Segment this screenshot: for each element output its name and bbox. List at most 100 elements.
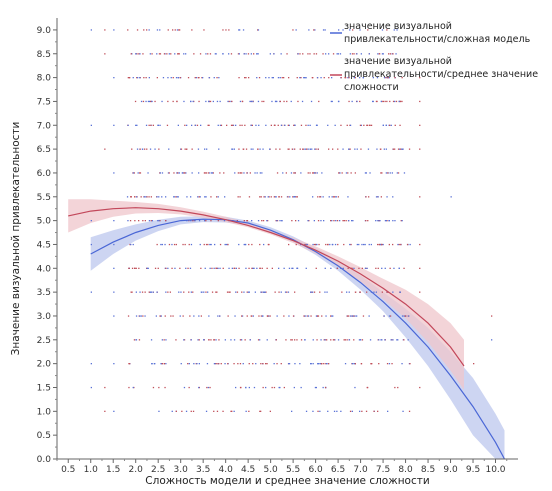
scatter-point [204, 148, 206, 150]
scatter-point [314, 386, 317, 389]
scatter-point [280, 124, 283, 126]
scatter-point [389, 124, 391, 126]
scatter-point [396, 172, 398, 174]
scatter-point [265, 363, 267, 365]
scatter-point [388, 363, 391, 365]
scatter-point [381, 339, 383, 341]
scatter-point [285, 172, 287, 174]
scatter-point [215, 291, 217, 293]
scatter-point [319, 410, 321, 412]
scatter-point [231, 148, 233, 150]
scatter-point [143, 77, 145, 79]
x-tick-label: 3.5 [196, 465, 210, 475]
scatter-point [361, 410, 363, 412]
scatter-point [356, 148, 358, 150]
scatter-point [373, 410, 375, 412]
scatter-point [325, 243, 327, 246]
scatter-point [176, 100, 178, 103]
scatter-point [342, 267, 344, 269]
scatter-point [313, 291, 316, 293]
scatter-point [185, 53, 187, 55]
scatter-point [230, 124, 233, 126]
scatter-point [226, 124, 228, 126]
scatter-point [381, 172, 383, 174]
scatter-point [349, 29, 351, 31]
scatter-point [90, 29, 92, 31]
scatter-point [419, 196, 421, 198]
scatter-point [264, 291, 266, 293]
scatter-point [244, 77, 246, 79]
axes: 0.5 1.0 1.5 2.0 2.5 3.0 3.5 4.0 4.5 5.0 5.5 6.0 6.5 7… [37, 18, 518, 475]
scatter-point [345, 77, 347, 79]
scatter-point [138, 172, 141, 174]
scatter-point [285, 339, 287, 341]
scatter-point [209, 100, 212, 103]
scatter-point [378, 53, 380, 55]
scatter-point [343, 220, 345, 222]
scatter-point [261, 267, 263, 269]
scatter-point [385, 77, 387, 79]
scatter-point [241, 315, 243, 317]
scatter-point [369, 172, 371, 174]
scatter-point [165, 363, 167, 365]
scatter-point [259, 243, 261, 246]
scatter-point [355, 291, 357, 293]
y-tick-label: 2.0 [37, 360, 52, 370]
scatter-point [217, 220, 219, 222]
scatter-point [321, 315, 323, 317]
scatter-point [276, 315, 278, 317]
scatter-point [161, 339, 163, 341]
scatter-point [338, 29, 340, 31]
legend-label-mean-complexity-line3: сложности [344, 82, 399, 93]
scatter-point [201, 77, 203, 79]
x-tick-label: 8.0 [398, 465, 413, 475]
scatter-point [307, 315, 309, 317]
scatter-point [187, 77, 190, 79]
scatter-point [278, 267, 280, 269]
scatter-point [238, 267, 240, 269]
scatter-point [304, 339, 306, 341]
scatter-point [341, 291, 343, 293]
scatter-point [279, 100, 281, 103]
scatter-point [224, 196, 226, 198]
scatter-point [175, 196, 177, 198]
scatter-point [223, 220, 226, 222]
scatter-point [338, 172, 340, 174]
scatter-point [300, 386, 302, 389]
scatter-point [299, 77, 301, 79]
scatter-point [403, 315, 405, 317]
scatter-point [143, 29, 145, 31]
scatter-point [190, 196, 192, 198]
scatter-point [332, 196, 335, 198]
x-axis-title: Сложность модели и среднее значение слож… [145, 475, 429, 487]
scatter-point [331, 100, 333, 103]
scatter-point [365, 410, 368, 412]
scatter-point [364, 267, 367, 269]
scatter-point [266, 363, 268, 365]
legend-label-mean-complexity-line2: привлекательности/среднее значение [344, 69, 538, 80]
scatter-point [170, 315, 172, 317]
y-tick-label: 2.5 [37, 336, 51, 346]
scatter-point [172, 315, 174, 317]
scatter-point [367, 220, 369, 222]
scatter-point [402, 410, 404, 412]
scatter-point [175, 410, 177, 412]
scatter-point [190, 220, 192, 222]
scatter-point [219, 243, 222, 246]
scatter-point [354, 77, 356, 79]
scatter-point [187, 267, 189, 269]
scatter-point [399, 100, 402, 103]
x-tick-label: 5.0 [263, 465, 278, 475]
scatter-point [134, 196, 136, 198]
scatter-point [389, 267, 391, 269]
scatter-point [365, 172, 367, 174]
scatter-point [149, 53, 151, 55]
scatter-point [368, 243, 370, 246]
scatter-point [147, 100, 150, 103]
scatter-point [336, 410, 338, 412]
scatter-point [348, 220, 350, 222]
scatter-point [379, 243, 381, 246]
scatter-point [261, 172, 263, 174]
scatter-point [389, 100, 391, 103]
x-tick-label: 7.5 [376, 465, 390, 475]
